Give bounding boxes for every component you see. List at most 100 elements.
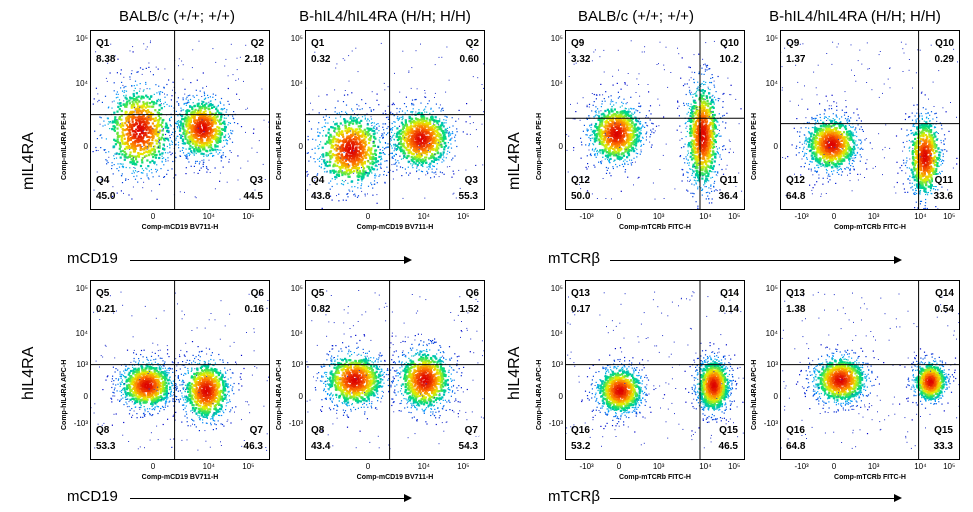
quadrant-name: Q6 [465, 288, 479, 299]
quadrant-name: Q1 [311, 38, 325, 49]
y-tick-label: 10⁵ [75, 34, 88, 43]
y-tick-label: 10⁴ [765, 79, 778, 88]
quadrant-name: Q10 [720, 38, 739, 49]
event-dots [305, 42, 485, 209]
y-tick-label: 0 [83, 392, 88, 401]
y-tick-label: 10⁵ [765, 284, 778, 293]
quadrant-percent: 10.2 [719, 54, 739, 65]
facs-panel-7: Q13 0.17 Q14 0.14 Q15 46.5 Q16 53.2 [565, 280, 745, 460]
quadrant-q11: Q11 33.6 [932, 175, 954, 202]
x-tick-label: 10⁴ [417, 212, 430, 221]
quadrant-q13: Q13 1.38 [786, 288, 805, 315]
quadrant-q15: Q15 46.5 [717, 425, 739, 452]
quadrant-percent: 2.18 [244, 54, 264, 65]
row-label-4: hIL4RA [506, 346, 523, 400]
quadrant-percent: 0.29 [934, 54, 954, 65]
axis-arrow-2 [130, 494, 412, 502]
x-axis-title: Comp-mTCRb FITC-H [619, 474, 691, 481]
axis-label-2: mCD19 [67, 488, 118, 505]
plot-frame [780, 280, 960, 460]
column-header-2: B-hIL4/hIL4RA (H/H; H/H) [299, 8, 471, 25]
column-header-1: BALB/c (+/+; +/+) [119, 8, 235, 25]
quadrant-name: Q15 [932, 425, 954, 436]
x-axis-title: Comp-mCD19 BV711-H [141, 224, 219, 231]
quadrant-percent: 64.8 [786, 441, 806, 452]
quadrant-q12: Q12 50.0 [571, 175, 590, 202]
x-axis-title: Comp-mTCRb FITC-H [834, 224, 906, 231]
y-tick-label: 10⁴ [550, 79, 563, 88]
x-axis-title: Comp-mCD19 BV711-H [356, 474, 434, 481]
quadrant-name: Q12 [571, 175, 590, 186]
y-axis-title: Comp-mIL4RA PE-H [61, 112, 68, 180]
quadrant-name: Q3 [242, 175, 264, 186]
facs-plot-8 [780, 280, 960, 460]
x-tick-label: 0 [365, 462, 371, 471]
quadrant-name: Q7 [242, 425, 264, 436]
quadrant-q16: Q16 64.8 [786, 425, 805, 452]
quadrant-percent: 33.3 [932, 441, 954, 452]
quadrant-q4: Q4 45.0 [96, 175, 115, 202]
y-axis-title: Comp-hIL4RA APC-H [61, 359, 68, 430]
event-dots [565, 291, 745, 449]
quadrant-percent: 0.32 [311, 54, 331, 65]
quadrant-percent: 1.37 [786, 54, 806, 65]
x-tick-label: 10⁴ [202, 212, 215, 221]
y-tick-label: 10⁴ [290, 329, 303, 338]
y-tick-label: 0 [298, 142, 303, 151]
x-tick-label: -10³ [794, 212, 809, 221]
x-tick-label: 0 [365, 212, 371, 221]
x-tick-label: 0 [831, 212, 837, 221]
y-tick-label: 10⁴ [550, 329, 563, 338]
y-tick-label: 10³ [766, 359, 778, 369]
quadrant-percent: 3.32 [571, 54, 591, 65]
quadrant-q7: Q7 46.3 [242, 425, 264, 452]
quadrant-q16: Q16 53.2 [571, 425, 590, 452]
axis-arrow-4 [610, 494, 902, 502]
quadrant-percent: 54.3 [457, 441, 479, 452]
quadrant-q12: Q12 64.8 [786, 175, 805, 202]
quadrant-name: Q2 [465, 38, 479, 49]
quadrant-q11: Q11 36.4 [717, 175, 739, 202]
x-tick-label: 10³ [867, 212, 880, 221]
quadrant-q2: Q2 2.18 [245, 38, 264, 65]
x-tick-label: 10⁵ [728, 462, 741, 471]
quadrant-name: Q14 [935, 288, 954, 299]
quadrant-q8: Q8 43.4 [311, 425, 330, 452]
x-tick-label: 10⁴ [914, 462, 927, 471]
x-axis-title: Comp-mCD19 BV711-H [141, 474, 219, 481]
facs-panel-1: Q1 8.38 Q2 2.18 Q3 44.5 Q4 45.0 [90, 30, 270, 210]
x-tick-label: 10⁵ [242, 212, 255, 221]
quadrant-q5: Q5 0.21 [96, 288, 115, 315]
y-tick-label: 10⁴ [290, 79, 303, 88]
facs-plot-7 [565, 280, 745, 460]
quadrant-percent: 0.16 [244, 304, 264, 315]
y-tick-label: 10⁴ [75, 329, 88, 338]
quadrant-name: Q8 [311, 425, 325, 436]
quadrant-name: Q4 [311, 175, 325, 186]
plot-frame [90, 280, 270, 460]
quadrant-name: Q16 [786, 425, 805, 436]
y-tick-label: 10⁴ [765, 329, 778, 338]
quadrant-percent: 0.54 [934, 304, 954, 315]
quadrant-name: Q13 [786, 288, 805, 299]
axis-arrow-1 [130, 256, 412, 264]
axis-label-4: mTCRβ [548, 488, 600, 505]
y-axis-title: Comp-mIL4RA PE-H [536, 112, 543, 180]
x-tick-label: 0 [616, 462, 622, 471]
facs-plot-1 [90, 30, 270, 210]
y-tick-label: 10⁵ [550, 34, 563, 43]
facs-panel-5: Q5 0.21 Q6 0.16 Q7 46.3 Q8 53.3 [90, 280, 270, 460]
y-tick-label: 10⁵ [765, 34, 778, 43]
x-tick-label: 10³ [867, 462, 880, 471]
quadrant-name: Q15 [717, 425, 739, 436]
quadrant-name: Q1 [96, 38, 110, 49]
plot-frame [305, 30, 485, 210]
y-axis-title: Comp-hIL4RA APC-H [276, 359, 283, 430]
quadrant-q14: Q14 0.54 [935, 288, 954, 315]
quadrant-q8: Q8 53.3 [96, 425, 115, 452]
quadrant-q9: Q9 1.37 [786, 38, 805, 65]
quadrant-percent: 53.2 [571, 441, 591, 452]
quadrant-q1: Q1 8.38 [96, 38, 115, 65]
quadrant-percent: 0.17 [571, 304, 591, 315]
quadrant-name: Q16 [571, 425, 590, 436]
